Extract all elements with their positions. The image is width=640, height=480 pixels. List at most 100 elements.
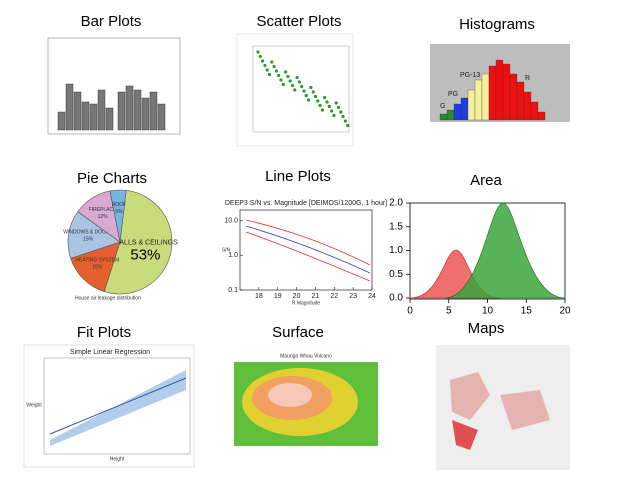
y-tick-label: 0.0 — [389, 293, 403, 304]
scatter-point — [332, 113, 336, 118]
bar-shape — [89, 103, 98, 131]
scatter-point — [297, 80, 301, 84]
tile-title: Fit Plots — [77, 324, 131, 341]
histogram-shape — [439, 113, 448, 121]
histogram-shape — [474, 79, 483, 121]
scatter-point — [300, 84, 304, 89]
bar-shape — [157, 103, 166, 131]
pie-caption: House air leakage distribution — [75, 295, 141, 301]
scatter-point — [330, 109, 334, 113]
scatter-point — [339, 110, 343, 114]
histogram-label: PG — [448, 91, 458, 98]
pie-label: FIREPLACE — [89, 207, 117, 213]
y-tick-label: 0.5 — [389, 269, 403, 280]
pie-value-label: 53% — [130, 246, 160, 263]
scatter-point — [313, 94, 318, 99]
scatter-point — [263, 63, 267, 68]
x-axis-label: Height — [110, 456, 125, 462]
y-axis-label: S/N — [222, 247, 231, 253]
scatter-point — [343, 119, 347, 123]
tile-title: Surface — [272, 324, 324, 341]
scatter-point — [277, 73, 281, 78]
pie-label: WINDOWS & DOORS — [63, 229, 113, 235]
x-tick-label: 15 — [521, 306, 533, 317]
fit-plot-title: Simple Linear Regression — [70, 349, 150, 356]
histogram-shape — [488, 65, 497, 121]
tile-title: Pie Charts — [77, 170, 147, 187]
scatter-point — [323, 95, 327, 100]
scatter-point — [311, 90, 315, 94]
histogram-shape — [509, 73, 518, 121]
histogram-shape — [460, 97, 469, 121]
y-tick-label: 1.5 — [389, 221, 403, 232]
histogram-shape — [516, 81, 525, 121]
histogram-shape — [446, 109, 455, 121]
x-tick-label: 21 — [312, 293, 320, 300]
histogram-shape — [495, 59, 504, 121]
histogram-shape — [502, 63, 511, 121]
pie-slice — [103, 190, 173, 295]
scatter-point — [336, 105, 341, 110]
scatter-point — [256, 50, 260, 54]
tile-title: Bar Plots — [81, 13, 142, 30]
y-tick-label: 1.0 — [228, 252, 238, 259]
histogram-shape — [481, 73, 490, 121]
histogram-label: G — [440, 103, 445, 110]
scatter-point — [274, 69, 278, 73]
y-axis-label: Weight — [26, 402, 42, 408]
histogram-shape — [537, 111, 546, 121]
histogram-shape — [453, 103, 462, 121]
histogram-label: PG-13 — [460, 72, 480, 79]
tile-title: Scatter Plots — [256, 13, 341, 30]
bar-shape — [81, 101, 90, 131]
scatter-point — [286, 74, 290, 79]
pie-label: HEATING SYSTEM — [75, 257, 119, 263]
scatter-point — [302, 89, 306, 93]
bar-shape — [133, 89, 142, 131]
scatter-point — [327, 104, 331, 109]
histogram-shape — [530, 101, 539, 121]
scatter-point — [304, 93, 308, 98]
scatter-point — [295, 75, 299, 80]
scatter-point — [288, 79, 292, 83]
scatter-point — [325, 100, 329, 104]
x-tick-label: 10 — [482, 306, 494, 317]
x-tick-label: 5 — [446, 306, 452, 317]
x-tick-label: 20 — [293, 293, 301, 300]
bar-shape — [141, 97, 150, 131]
surface-thumbnail — [234, 362, 378, 446]
x-tick-label: 19 — [274, 293, 282, 300]
bar-shape — [149, 91, 158, 131]
scatter-point — [281, 82, 285, 87]
pie-value-label: 12% — [98, 214, 109, 220]
y-tick-label: 0.1 — [228, 287, 238, 294]
scatter-point — [307, 98, 311, 102]
scatter-point — [318, 103, 322, 108]
bar-shape — [105, 107, 114, 131]
x-tick-label: 22 — [330, 293, 338, 300]
scatter-point — [320, 108, 324, 112]
x-tick-label: 23 — [349, 293, 357, 300]
scatter-point — [279, 78, 283, 82]
bar-shape — [57, 111, 66, 131]
line-plot-title: DEEP3 S/N vs. Magnitude [DEIMOS/1200G, 1… — [225, 200, 387, 207]
bar-shape — [97, 89, 106, 131]
line-thumbnail — [239, 209, 373, 291]
x-tick-label: 24 — [368, 293, 376, 300]
y-tick-label: 2.0 — [389, 198, 403, 209]
scatter-point — [258, 54, 262, 59]
tile-title: Maps — [468, 320, 505, 337]
histogram-label: R — [525, 75, 530, 82]
scatter-point — [267, 72, 272, 77]
pie-label: ROOF — [112, 202, 126, 208]
tile-title: Area — [470, 172, 502, 189]
scatter-point — [290, 83, 295, 88]
pie-value-label: 15% — [92, 264, 103, 270]
x-axis-label: R Magnitude — [292, 300, 321, 306]
scatter-point — [270, 60, 274, 64]
bar-shape — [65, 83, 74, 131]
tile-title: Histograms — [459, 16, 535, 33]
x-tick-label: 20 — [559, 306, 571, 317]
histogram-shape — [523, 91, 532, 121]
